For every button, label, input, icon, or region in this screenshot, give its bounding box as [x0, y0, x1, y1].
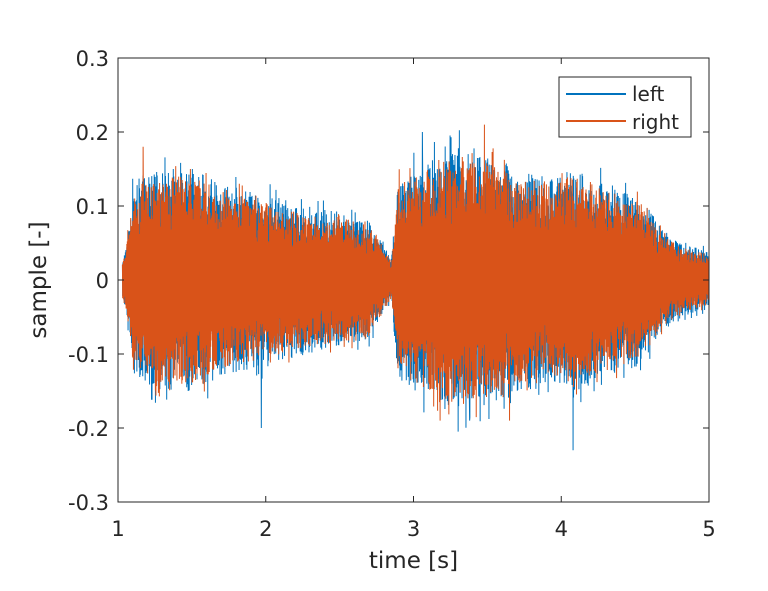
x-axis-ticks: 1 2 3 4 5: [111, 58, 716, 541]
series-layer: [121, 124, 709, 451]
y-tick-label: 0: [96, 269, 109, 293]
x-tick-label: 3: [407, 517, 420, 541]
legend-label-right: right: [632, 110, 679, 134]
y-axis-label: sample [-]: [26, 221, 52, 338]
y-tick-label: -0.2: [68, 417, 109, 441]
x-axis-label: time [s]: [369, 548, 458, 574]
legend-label-left: left: [632, 82, 665, 106]
x-tick-label: 1: [111, 517, 124, 541]
y-tick-label: -0.1: [68, 343, 109, 367]
legend: left right: [558, 76, 692, 138]
x-tick-label: 2: [259, 517, 272, 541]
legend-box: [558, 76, 692, 138]
y-axis-ticks: -0.3 -0.2 -0.1 0 0.1 0.2 0.3: [68, 47, 709, 515]
x-tick-label: 5: [702, 517, 715, 541]
series-line-right: [121, 124, 709, 421]
y-tick-label: -0.3: [68, 491, 109, 515]
y-tick-label: 0.1: [76, 195, 109, 219]
y-tick-label: 0.3: [76, 47, 109, 71]
x-tick-label: 4: [555, 517, 568, 541]
y-tick-label: 0.2: [76, 121, 109, 145]
